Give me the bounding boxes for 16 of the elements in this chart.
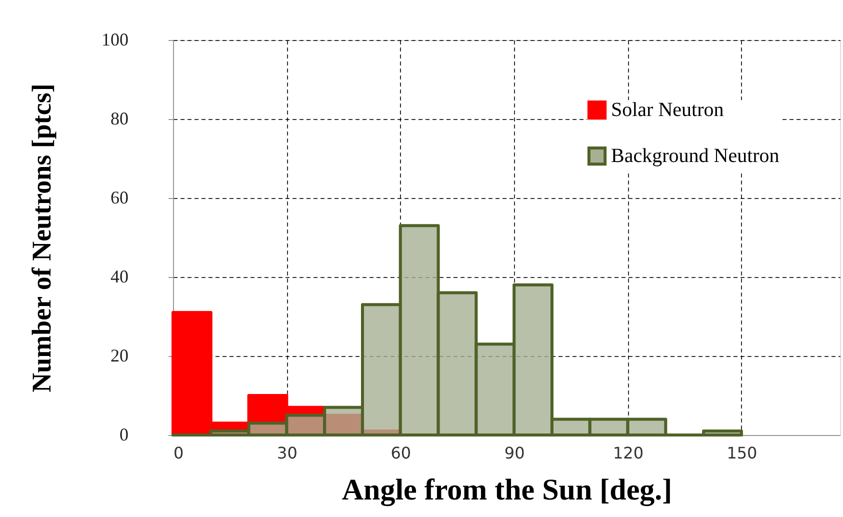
y-tick-label: 40	[110, 266, 128, 286]
x-axis-title: Angle from the Sun [deg.]	[342, 474, 672, 506]
x-tick-label: 60	[390, 444, 412, 462]
x-tick-label: 30	[277, 444, 298, 462]
legend-label: Solar Neutron	[611, 99, 724, 121]
y-tick-label: 0	[120, 424, 128, 444]
y-axis-title: Number of Neutrons [ptcs]	[26, 84, 56, 392]
y-tick-label: 60	[110, 188, 128, 208]
y-tick-label: 80	[110, 108, 128, 128]
x-tick-label: 120	[613, 444, 644, 462]
x-tick-label: 90	[504, 444, 525, 462]
y-tick-label: 20	[110, 346, 128, 366]
y-tick-label: 100	[102, 30, 128, 50]
x-tick-label: 0	[174, 444, 184, 462]
legend-label: Background Neutron	[611, 145, 780, 167]
x-tick-label: 150	[726, 444, 758, 462]
